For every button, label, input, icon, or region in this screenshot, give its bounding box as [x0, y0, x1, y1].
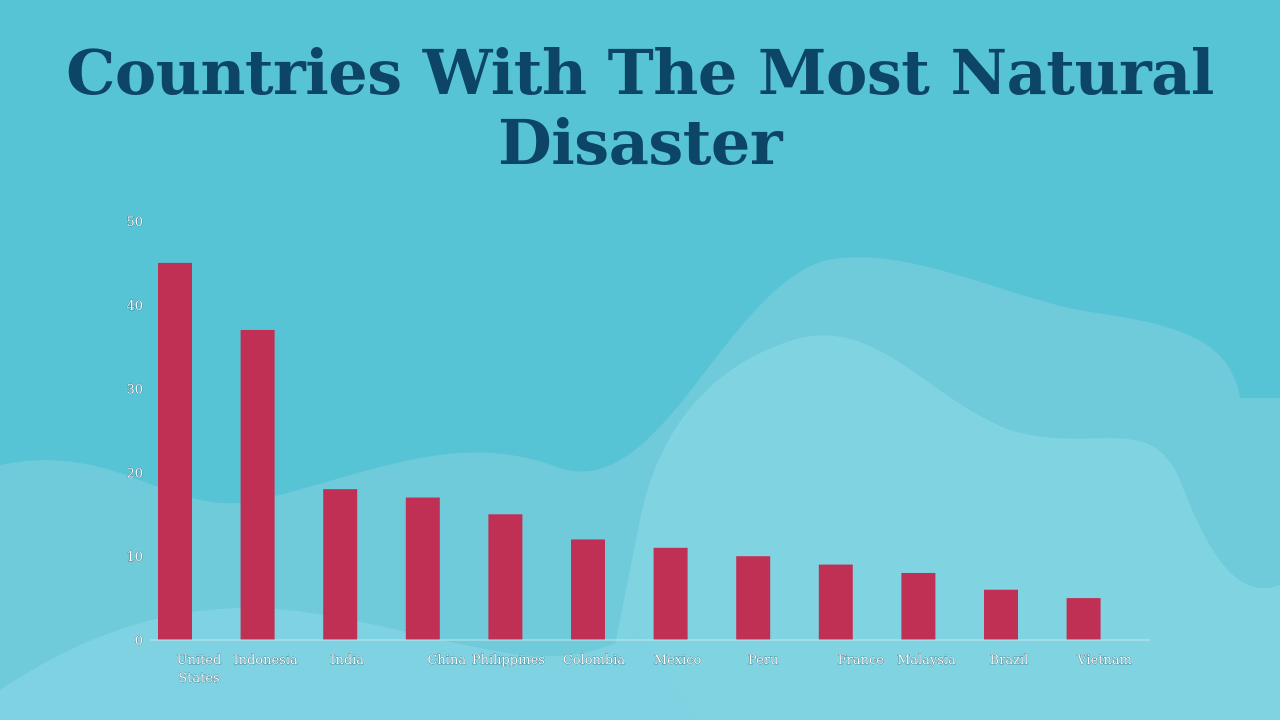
bar: [488, 514, 523, 640]
bar: [984, 589, 1018, 640]
x-tick-label: Malaysia: [897, 653, 956, 668]
bar: [158, 262, 192, 640]
y-tick-label: 10: [126, 550, 143, 565]
x-tick-label: Mexico: [654, 653, 702, 668]
x-axis: United States Indonesia India China Philippin…: [176, 653, 1132, 687]
y-tick-label: 40: [126, 299, 143, 314]
bar: [736, 556, 771, 640]
y-axis: 0 10 20 30 40 50: [126, 215, 143, 650]
x-tick-label: Colombia: [563, 653, 626, 668]
bar: [653, 547, 688, 640]
x-tick-label: Peru: [748, 653, 778, 668]
x-tick-label: United States: [177, 653, 222, 686]
x-tick-label: France: [838, 653, 885, 668]
x-tick-label: China: [427, 653, 466, 668]
bars: [158, 262, 1101, 640]
x-tick-label: Brazil: [990, 653, 1029, 668]
chart-title: Countries With The Most Natural Disaster: [66, 36, 1214, 179]
y-tick-label: 30: [126, 383, 143, 398]
bar: [240, 329, 275, 640]
x-tick-label: Indonesia: [233, 653, 298, 668]
bar: [901, 572, 936, 640]
bar: [1066, 598, 1101, 640]
x-tick-label: Vietnam: [1076, 653, 1132, 668]
y-tick-label: 0: [135, 634, 143, 649]
x-tick-label: India: [330, 653, 364, 668]
x-tick-label: Philippines: [472, 653, 545, 668]
bar: [405, 497, 440, 640]
bar: [818, 564, 853, 640]
y-tick-label: 50: [126, 215, 143, 230]
y-tick-label: 20: [126, 466, 143, 481]
bar: [571, 539, 605, 640]
bar: [323, 489, 358, 640]
